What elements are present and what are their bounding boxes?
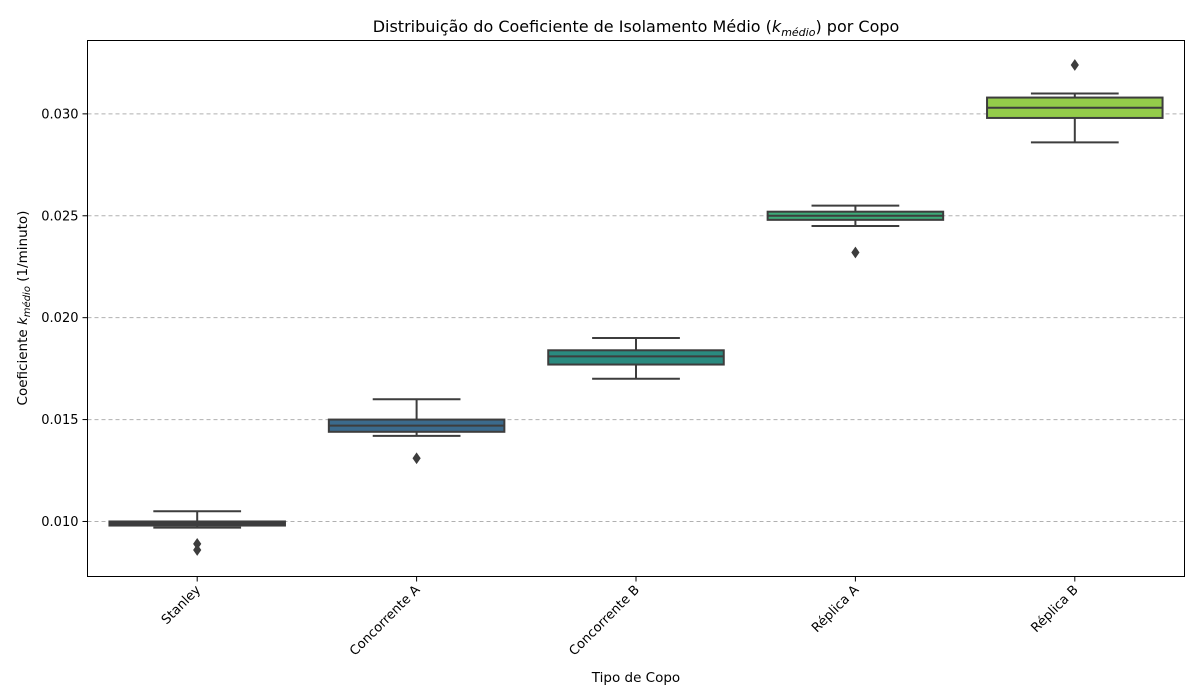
x-tick-label: Stanley — [159, 583, 204, 628]
y-tick-label: 0.020 — [41, 311, 78, 326]
outlier-point — [851, 246, 860, 259]
y-tick-label: 0.010 — [41, 515, 78, 530]
y-tick-label: 0.025 — [41, 209, 78, 224]
box-series — [108, 59, 1164, 556]
box-group — [766, 204, 945, 259]
x-tick-label: Réplica A — [809, 583, 862, 636]
chart-title-k: k — [772, 17, 782, 36]
plot-frame — [87, 40, 1185, 577]
y-axis-label-prefix: Coeficiente — [15, 325, 31, 405]
box-group — [327, 398, 506, 465]
chart-title-subscript: médio — [781, 26, 816, 39]
box-group — [547, 337, 725, 380]
box-group — [986, 59, 1164, 144]
x-axis-ticks: Stanley Concorrente A Concorrente B Réplica… — [159, 576, 1082, 659]
x-tick-label: Réplica B — [1029, 583, 1082, 636]
y-axis-label-suffix: (1/minuto) — [15, 211, 31, 287]
box-group — [108, 510, 286, 556]
y-axis-ticks: 0.010 0.015 0.020 0.025 0.030 — [41, 107, 88, 530]
x-axis-label: Tipo de Copo — [591, 670, 680, 686]
chart-title-prefix: Distribuição do Coeficiente de Isolament… — [373, 17, 772, 36]
x-tick-label: Concorrente A — [347, 583, 423, 659]
chart-title: Distribuição do Coeficiente de Isolament… — [373, 17, 900, 39]
outlier-point — [1070, 59, 1079, 71]
y-axis-label: Coeficiente kmédio (1/minuto) — [15, 211, 33, 406]
y-grid-lines — [87, 113, 1185, 522]
outlier-point — [193, 544, 202, 556]
y-axis-label-k: k — [15, 316, 31, 325]
y-tick-label: 0.015 — [41, 413, 78, 428]
outlier-point — [412, 452, 421, 465]
chart-title-suffix: ) por Copo — [815, 17, 899, 36]
box-rect — [547, 349, 725, 366]
y-tick-label: 0.030 — [41, 107, 78, 122]
y-axis-label-subscript: médio — [21, 286, 33, 317]
x-tick-label: Concorrente B — [567, 583, 643, 659]
